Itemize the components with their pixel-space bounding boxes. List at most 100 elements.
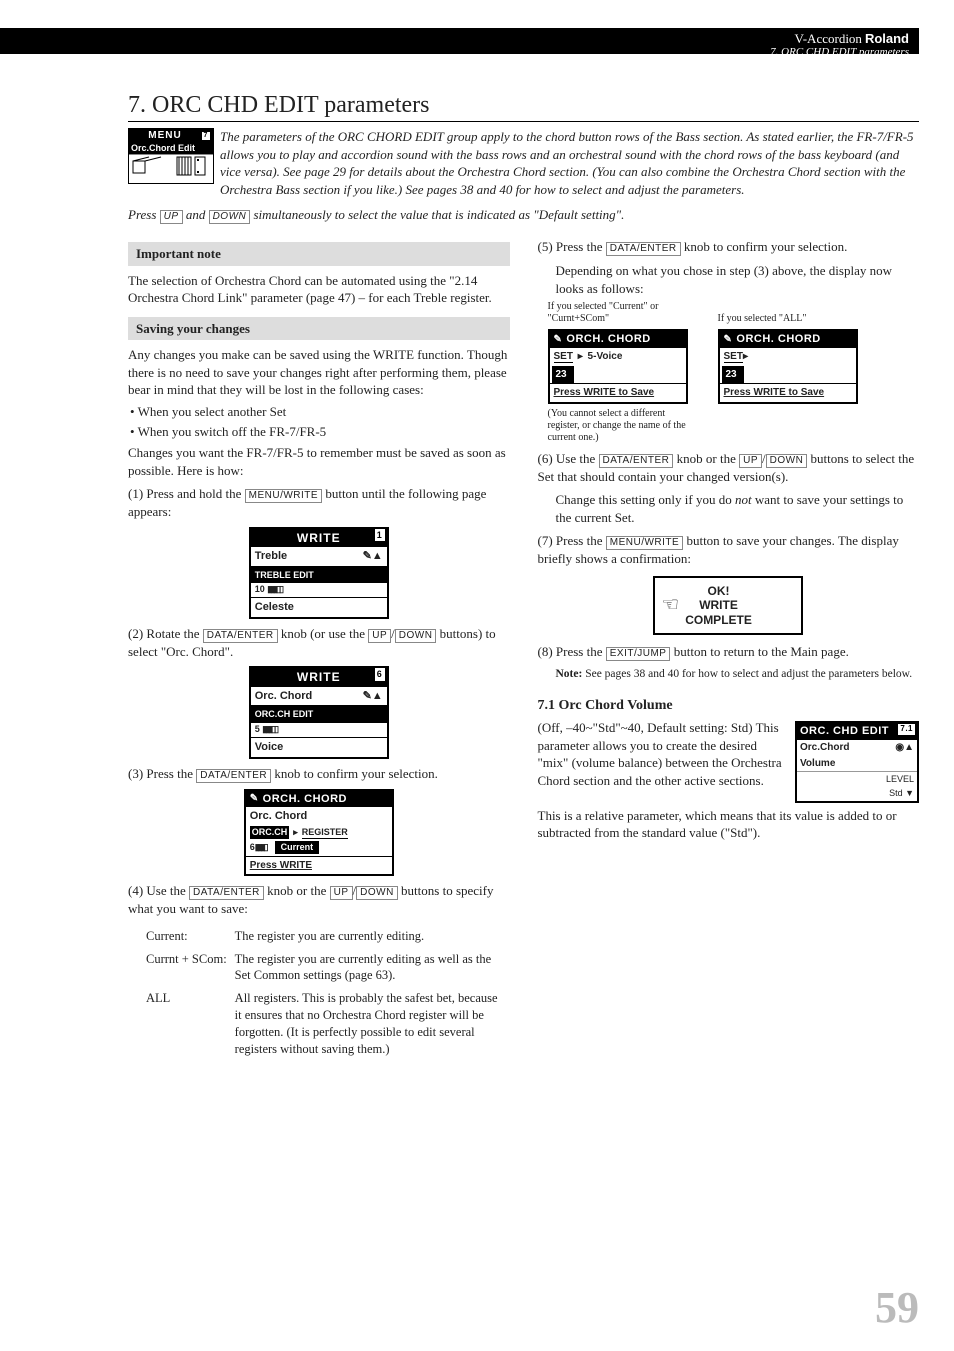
lcd1-line2: TREBLE EDIT bbox=[255, 570, 314, 580]
header-logo: Roland bbox=[865, 31, 909, 46]
step6-pre: (6) Use the bbox=[538, 451, 599, 466]
lcd71-r2: Std bbox=[889, 788, 903, 798]
pencil-icon-3: ✎ bbox=[554, 333, 563, 347]
table-row: ALLAll registers. This is probably the s… bbox=[146, 988, 508, 1060]
table-row: Currnt + SCom:The register you are curre… bbox=[146, 949, 508, 987]
intro-line-2: Press UP and DOWN simultaneously to sele… bbox=[128, 206, 919, 224]
step-8: (8) Press the EXIT/JUMP button to return… bbox=[538, 643, 920, 661]
step1-pre: (1) Press and hold the bbox=[128, 486, 245, 501]
note-text: See pages 38 and 40 for how to select an… bbox=[582, 668, 912, 680]
lcd2-line4: Voice bbox=[251, 737, 387, 757]
lcd2-title: WRITE bbox=[297, 670, 341, 684]
lcd3-l3b: Current bbox=[275, 841, 320, 853]
step2-pre: (2) Rotate the bbox=[128, 626, 203, 641]
step-1: (1) Press and hold the MENU/WRITE button… bbox=[128, 485, 510, 521]
lcd3-l2b: REGISTER bbox=[302, 826, 348, 839]
up-button-label-3: UP bbox=[330, 886, 353, 900]
step-7: (7) Press the MENU/WRITE button to save … bbox=[538, 532, 920, 568]
data-enter-button-label-5: DATA/ENTER bbox=[599, 454, 674, 468]
data-enter-button-label-2: DATA/ENTER bbox=[196, 769, 271, 783]
lcd1-corner: 1 bbox=[375, 529, 385, 541]
lcd-pair: If you selected "Current" or "Curnt+SCom… bbox=[548, 301, 920, 443]
step6-sub-em: not bbox=[735, 492, 752, 507]
step5-sub: Depending on what you chose in step (3) … bbox=[556, 262, 920, 297]
intro-mid: and bbox=[186, 207, 209, 222]
important-note-body: The selection of Orchestra Chord can be … bbox=[128, 272, 510, 307]
step3-pre: (3) Press the bbox=[128, 766, 196, 781]
menu-line1: Orc.Chord Edit bbox=[129, 142, 213, 155]
lcd-screen-2: WRITE6 Orc. Chord ✎▲ ORC.CH EDIT 5 ▮▮▮▯▯… bbox=[249, 666, 389, 758]
step8-post: button to return to the Main page. bbox=[674, 644, 849, 659]
menu-screen-icon: MENU 7 Orc.Chord Edit bbox=[128, 128, 214, 184]
pencil-icon-2: ✎ bbox=[250, 792, 259, 806]
lcd3-l2a: ORC.CH bbox=[250, 826, 290, 839]
step-2: (2) Rotate the DATA/ENTER knob (or use t… bbox=[128, 625, 510, 661]
lcd2-corner: 6 bbox=[375, 668, 385, 680]
step-4: (4) Use the DATA/ENTER knob or the UP/DO… bbox=[128, 882, 510, 918]
step6-mid: knob or the bbox=[677, 451, 739, 466]
lcd71-l2: Volume bbox=[797, 756, 917, 772]
page-content: 7. ORC CHD EDIT parameters MENU 7 Orc.Ch… bbox=[128, 92, 919, 1281]
page-number: 59 bbox=[875, 1282, 919, 1333]
opt-scom-value: The register you are currently editing a… bbox=[235, 949, 508, 987]
step5-post: knob to confirm your selection. bbox=[684, 239, 848, 254]
step4-mid: knob or the bbox=[267, 883, 329, 898]
important-note-heading: Important note bbox=[128, 242, 510, 266]
lcdp-set: SET bbox=[554, 351, 573, 363]
menu-top-label: MENU bbox=[148, 130, 181, 141]
pencil-up-icon: ✎▲ bbox=[363, 689, 383, 704]
lcd-7-1: ORC. CHD EDIT 7.1 Orc.Chord ◉▲ Volume LEV… bbox=[795, 721, 919, 802]
step-6: (6) Use the DATA/ENTER knob or the UP/DO… bbox=[538, 450, 920, 486]
right-column: (5) Press the DATA/ENTER knob to confirm… bbox=[538, 232, 920, 1066]
step5-pre: (5) Press the bbox=[538, 239, 606, 254]
lcd1-line1: Treble bbox=[255, 549, 287, 564]
lcd-screen-1: WRITE1 Treble ✎▲ TREBLE EDIT 10 ▮▮▮▯▯ Ce… bbox=[249, 527, 389, 619]
step4-pre: (4) Use the bbox=[128, 883, 189, 898]
lcd71-corner: 7.1 bbox=[898, 724, 915, 735]
confirm-l1: OK! bbox=[685, 584, 752, 598]
data-enter-button-label-3: DATA/ENTER bbox=[189, 886, 264, 900]
hand-icon: ☜ bbox=[661, 592, 679, 619]
saving-bullet-1: • When you select another Set bbox=[130, 403, 510, 421]
lcdp2-set: SET bbox=[724, 351, 743, 363]
page-header: V-Accordion Roland 7. ORC CHD EDIT param… bbox=[0, 28, 919, 54]
step7-pre: (7) Press the bbox=[538, 533, 606, 548]
header-breadcrumb: 7. ORC CHD EDIT parameters bbox=[0, 46, 909, 58]
s71-body2: This is a relative parameter, which mean… bbox=[538, 807, 920, 842]
intro-prefix: Press bbox=[128, 207, 160, 222]
data-enter-button-label: DATA/ENTER bbox=[203, 629, 278, 643]
lcd-pair-note: (You cannot select a different register,… bbox=[548, 408, 698, 444]
lcd-pair-cap1a: If you selected "Current" or bbox=[548, 301, 698, 313]
opt-scom-label: Currnt + SCom: bbox=[146, 949, 233, 987]
opt-all-value: All registers. This is probably the safe… bbox=[235, 988, 508, 1060]
lcdp-foot: Press WRITE to Save bbox=[550, 383, 686, 402]
note-label: Note: bbox=[556, 668, 583, 680]
up-button-label-4: UP bbox=[739, 454, 762, 468]
lcd-pair-right: ✎ORCH. CHORD SET▸ 23 Press WRITE to Save bbox=[718, 329, 858, 403]
lcd3-foot: Press WRITE bbox=[246, 856, 392, 875]
pencil-icon: ✎▲ bbox=[363, 549, 383, 564]
down-button-label-3: DOWN bbox=[356, 886, 398, 900]
opt-all-label: ALL bbox=[146, 988, 233, 1060]
pencil-icon-4: ✎ bbox=[724, 333, 733, 347]
saving-p2: Changes you want the FR-7/FR-5 to rememb… bbox=[128, 444, 510, 479]
lcd1-line4: Celeste bbox=[251, 597, 387, 617]
lcdp2-num: 23 bbox=[722, 366, 744, 384]
lcd2-line1: Orc. Chord bbox=[255, 689, 312, 704]
knob-icon: ◉▲ bbox=[895, 741, 914, 755]
lcd71-title: ORC. CHD EDIT bbox=[800, 725, 889, 737]
lcdp-title: ORCH. CHORD bbox=[566, 332, 650, 347]
lcd-pair-left: ✎ORCH. CHORD SET ▸ 5-Voice 23 Press WRIT… bbox=[548, 329, 688, 403]
lcd1-line3: 10 bbox=[255, 584, 265, 594]
step6-sub-pre: Change this setting only if you do bbox=[556, 492, 735, 507]
left-column: Important note The selection of Orchestr… bbox=[128, 232, 510, 1066]
save-options-table: Current:The register you are currently e… bbox=[144, 924, 510, 1062]
step-5: (5) Press the DATA/ENTER knob to confirm… bbox=[538, 238, 920, 256]
lcd-screen-3: ✎ORCH. CHORD Orc. Chord ORC.CH ▸ REGISTE… bbox=[244, 789, 394, 876]
lcd71-l1: Orc.Chord bbox=[800, 741, 849, 755]
menu-write-button-label: MENU/WRITE bbox=[245, 489, 322, 503]
lcd-confirm: ☜ OK! WRITE COMPLETE bbox=[653, 576, 803, 635]
accordion-glyph-icon bbox=[129, 155, 211, 179]
lcd71-r1: LEVEL bbox=[886, 774, 914, 784]
menu-badge: 7 bbox=[201, 131, 211, 141]
